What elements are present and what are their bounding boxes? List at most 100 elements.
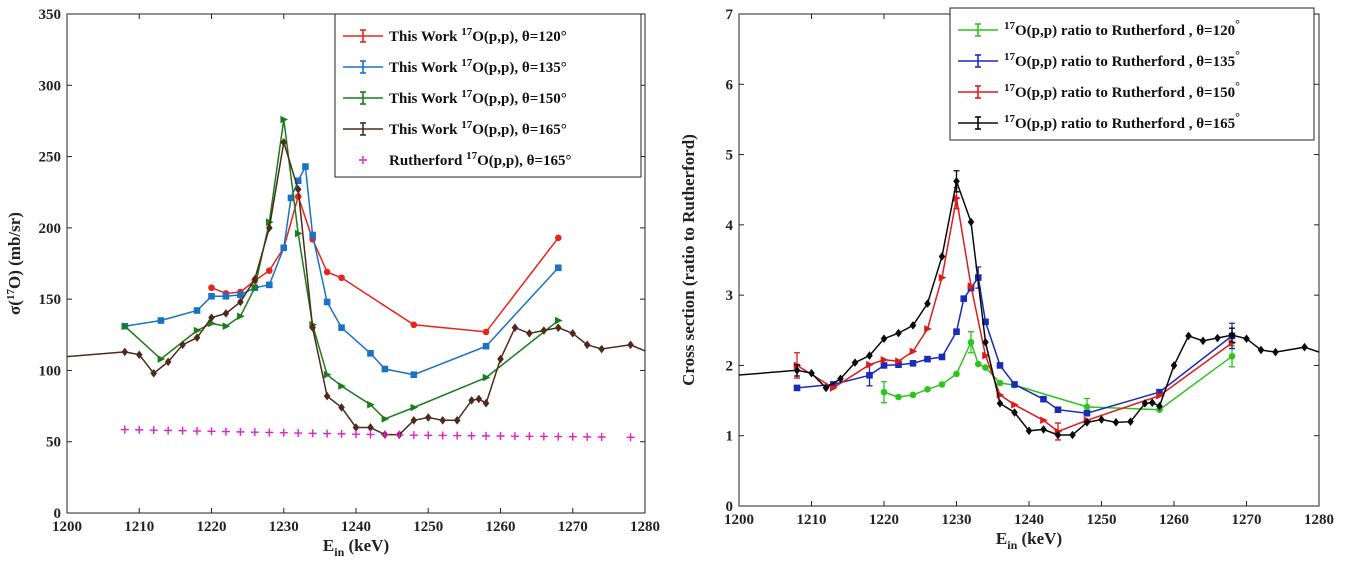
data-point [424, 431, 433, 440]
data-point [569, 329, 577, 338]
data-point [424, 413, 432, 422]
data-point [1301, 342, 1308, 352]
legend-label: 17O(p,p) ratio to Rutherford , θ=150° [1004, 79, 1240, 101]
data-point [266, 223, 273, 233]
y-tick-label: 350 [39, 7, 62, 23]
data-point [953, 194, 961, 202]
data-point [338, 382, 346, 390]
x-tick-label: 1210 [124, 519, 154, 535]
legend-label: 17O(p,p) ratio to Rutherford , θ=120° [1004, 17, 1240, 39]
data-point [829, 381, 837, 388]
data-point [909, 391, 917, 399]
data-point [294, 177, 302, 185]
data-point [410, 321, 418, 329]
data-point [597, 433, 606, 442]
data-point [1083, 403, 1091, 411]
data-point [909, 360, 917, 367]
data-point [1345, 358, 1349, 367]
data-point [793, 366, 801, 375]
x-tick-label: 1240 [1014, 512, 1044, 528]
x-tick-label: 1220 [197, 519, 227, 535]
y-tick-label: 3 [726, 288, 734, 304]
data-point [1040, 416, 1048, 425]
data-point [482, 398, 490, 408]
data-point [895, 393, 902, 401]
y-tick-label: 2 [726, 358, 734, 374]
data-point [193, 333, 201, 342]
data-point [150, 368, 157, 378]
data-point [482, 431, 491, 440]
data-point [895, 361, 902, 369]
series-1 [208, 193, 562, 336]
data-point [367, 350, 374, 357]
series-line [739, 178, 1319, 436]
data-point [309, 323, 316, 332]
plot-area [35, 115, 645, 442]
data-point [510, 432, 519, 441]
data-point [208, 284, 215, 292]
legend-item: This Work 17O(p,p), θ=120° [343, 26, 567, 45]
data-point [1199, 336, 1207, 346]
data-point [149, 426, 158, 435]
data-point [1243, 334, 1250, 344]
data-point [251, 283, 260, 292]
data-point [539, 432, 548, 441]
data-point [555, 234, 562, 242]
series-line [796, 275, 1233, 414]
data-point [367, 400, 375, 409]
data-point [1228, 352, 1236, 360]
data-point [1272, 347, 1279, 357]
data-point [996, 362, 1004, 369]
data-point [555, 264, 562, 272]
data-point [468, 396, 475, 405]
data-point [924, 299, 931, 308]
series-2 [121, 163, 562, 379]
x-tick-label: 1210 [797, 512, 827, 528]
data-point [410, 416, 418, 425]
data-point [179, 340, 186, 350]
data-point [909, 321, 917, 330]
data-point [410, 403, 419, 412]
data-point [982, 351, 990, 360]
data-point [439, 416, 446, 425]
data-point [208, 319, 216, 328]
x-tick-label: 1250 [413, 519, 443, 535]
data-point [35, 355, 42, 364]
data-point [511, 323, 519, 332]
chart-1: 1200 1210 1220 1230 1240 1250 1260 1270 1280 0 50 1… [5, 7, 660, 559]
data-point [366, 430, 375, 439]
data-point [880, 388, 888, 396]
x-tick-label: 1270 [558, 519, 588, 535]
data-point [1054, 406, 1062, 414]
data-point [193, 307, 201, 314]
legend-item: This Work 17O(p,p), θ=135° [343, 57, 567, 76]
data-point [996, 399, 1004, 408]
data-point [1170, 361, 1178, 370]
x-tick-label: 1280 [1304, 512, 1334, 528]
data-point [222, 309, 230, 318]
data-point [222, 292, 230, 300]
data-point [568, 432, 577, 441]
data-point [938, 381, 946, 388]
x-tick-label: 1230 [942, 512, 972, 528]
data-point [467, 431, 476, 440]
data-point [895, 328, 902, 338]
legend-item: This Work 17O(p,p), θ=150° [343, 88, 567, 107]
data-point [938, 252, 946, 261]
data-point [236, 427, 245, 436]
data-point [178, 426, 187, 435]
data-point [309, 231, 316, 239]
data-point [279, 428, 288, 437]
data-point [1011, 381, 1018, 388]
series-4 [35, 138, 645, 439]
legend-label: Rutherford 17O(p,p), θ=165° [389, 150, 572, 169]
data-point [583, 432, 592, 441]
data-point [380, 430, 389, 439]
data-point [938, 353, 946, 361]
data-point [540, 326, 548, 335]
data-point [822, 383, 830, 393]
data-point [793, 384, 801, 392]
data-point [482, 373, 491, 382]
legend-label: 17O(p,p) ratio to Rutherford , θ=165° [1004, 110, 1240, 132]
data-point [909, 347, 918, 356]
